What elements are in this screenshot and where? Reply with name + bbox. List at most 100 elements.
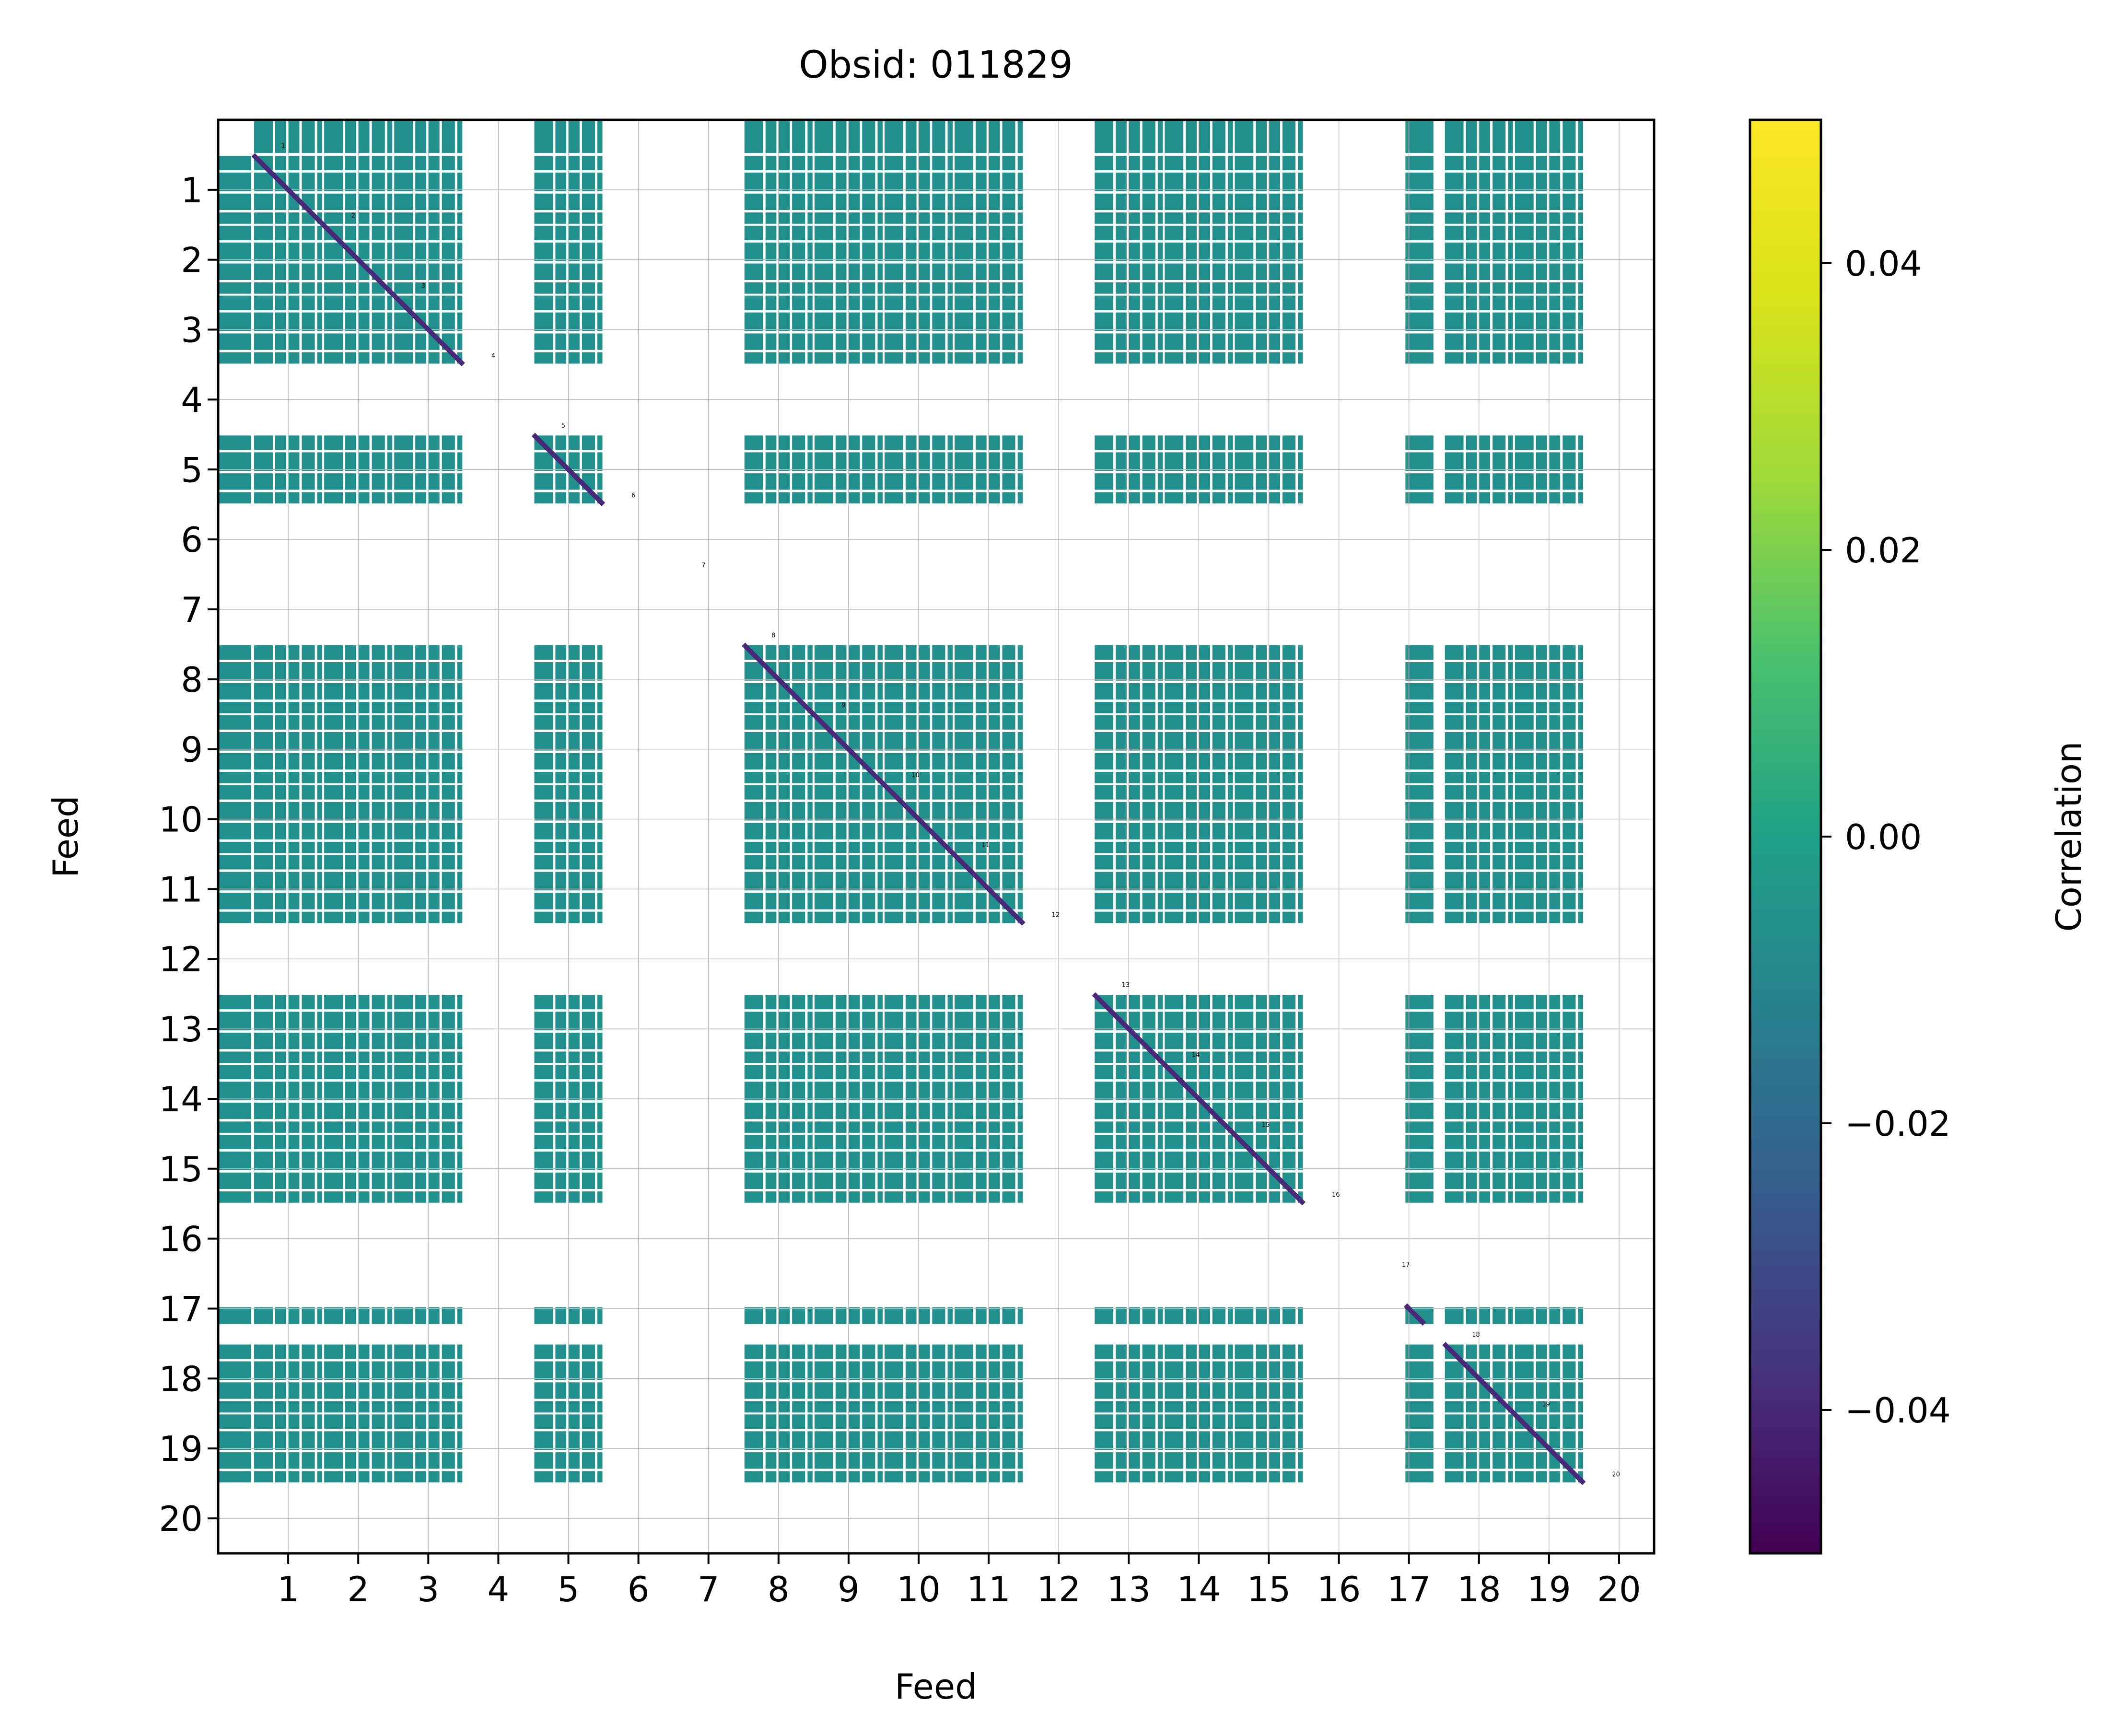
masked-channel-stripe [218, 1049, 1654, 1052]
masked-channel-stripe [218, 1149, 1654, 1152]
masked-channel-stripe [805, 120, 808, 1553]
feed-number-label: 1 [281, 142, 285, 150]
masked-channel-stripe [218, 750, 1654, 753]
y-tick-label: 17 [159, 1289, 203, 1329]
diagonal-segment [321, 223, 395, 297]
y-tick-label: 4 [181, 380, 203, 420]
masked-channel-stripe [315, 120, 317, 1553]
x-tick-label: 20 [1597, 1569, 1641, 1609]
diagonal-segment [1162, 1062, 1236, 1136]
feed-number-label: 14 [1192, 1051, 1200, 1059]
masked-channel-stripe [553, 120, 556, 1553]
masked-channel-stripe [218, 1009, 1654, 1012]
feed-number-label: 11 [981, 842, 990, 849]
masked-channel-stripe [986, 120, 989, 1553]
masked-channel-stripe [218, 909, 1654, 912]
masked-channel-stripe [1015, 120, 1018, 1553]
masked-channel-stripe [846, 120, 849, 1553]
masked-channel-stripe [1113, 120, 1116, 1553]
masked-channel-stripe [1267, 120, 1270, 1553]
x-tick-label: 4 [487, 1569, 509, 1609]
x-tick-label: 18 [1457, 1569, 1501, 1609]
masked-channel-stripe [218, 280, 1654, 283]
feed-number-label: 7 [701, 562, 705, 569]
masked-channel-stripe [218, 1380, 1654, 1383]
x-tick-label: 8 [768, 1569, 790, 1609]
y-tick-label: 12 [159, 939, 203, 979]
x-tick-label: 14 [1177, 1569, 1221, 1609]
masked-channel-stripe [299, 120, 302, 1553]
x-tick-label: 17 [1387, 1569, 1431, 1609]
diagonal-segment [251, 153, 325, 227]
y-tick-label: 10 [159, 800, 203, 840]
diagonal-segment [952, 852, 1026, 926]
masked-channel-stripe [930, 120, 933, 1553]
diagonal-segment [1512, 1411, 1586, 1485]
masked-channel-stripe [455, 120, 457, 1553]
masked-channel-stripe [218, 769, 1654, 772]
y-tick-label: 11 [159, 869, 203, 909]
masked-channel-stripe [218, 1119, 1654, 1122]
masked-channel-stripe [218, 1450, 1654, 1453]
masked-channel-stripe [369, 120, 372, 1553]
masked-channel-stripe [1295, 120, 1298, 1553]
masked-channel-stripe [833, 120, 836, 1553]
masked-channel-stripe [218, 699, 1654, 702]
masked-channel-stripe [218, 1079, 1654, 1082]
x-tick-label: 12 [1037, 1569, 1081, 1609]
masked-channel-stripe [218, 1398, 1654, 1401]
heatmap-cell [1405, 121, 1434, 153]
masked-channel-stripe [218, 1189, 1654, 1192]
x-tick-label: 16 [1317, 1569, 1361, 1609]
feed-number-label: 3 [421, 282, 425, 290]
masked-channel-stripe [218, 1359, 1654, 1362]
feed-number-label: 12 [1052, 912, 1060, 919]
feed-number-label: 8 [771, 632, 775, 639]
feed-number-label: 4 [491, 352, 495, 360]
masked-channel-stripe [1155, 120, 1158, 1553]
y-tick-label: 3 [181, 310, 203, 350]
masked-channel-stripe [218, 170, 1654, 173]
masked-channel-stripe [218, 489, 1654, 492]
masked-channel-stripe [595, 120, 598, 1553]
heatmap-cell [219, 1307, 252, 1324]
masked-channel-stripe [1210, 120, 1213, 1553]
masked-channel-stripe [218, 799, 1654, 802]
masked-channel-stripe [426, 120, 429, 1553]
feed-number-label: 10 [911, 772, 920, 779]
y-tick-label: 20 [159, 1499, 203, 1539]
masked-channel-stripe [1490, 120, 1493, 1553]
y-axis-label: Feed [46, 795, 86, 878]
y-tick-label: 5 [181, 450, 203, 490]
colorbar-ticks: −0.04 −0.02 0.00 0.02 0.04 [1821, 244, 1951, 1431]
masked-channel-stripe [860, 120, 863, 1553]
x-tick-label: 3 [417, 1569, 439, 1609]
masked-channel-stripe [272, 120, 275, 1553]
masked-channel-stripe [343, 120, 346, 1553]
x-axis-ticks: 1 2 3 4 5 6 7 8 9 10 11 12 13 14 15 16 17 18 19 20 [277, 1553, 1641, 1609]
masked-channel-stripe [1560, 120, 1563, 1553]
colorbar-tick-label: 0.00 [1845, 817, 1922, 857]
y-tick-label: 7 [181, 590, 203, 630]
feed-number-label: 13 [1122, 982, 1130, 989]
feed-number-label: 5 [561, 422, 565, 430]
diagonal-segment [742, 642, 816, 716]
feed-number-label: 15 [1262, 1121, 1270, 1129]
masked-channel-stripe [1126, 120, 1129, 1553]
masked-channel-stripe [218, 1170, 1654, 1173]
chart-title: Obsid: 011829 [799, 44, 1073, 87]
masked-channel-stripe [916, 120, 919, 1553]
masked-channel-stripe [1183, 120, 1186, 1553]
masked-channel-stripe [218, 240, 1654, 243]
masked-channel-stripe [1280, 120, 1283, 1553]
masked-channel-stripe [1575, 120, 1578, 1553]
masked-channel-stripe [218, 261, 1654, 264]
feed-number-label: 16 [1332, 1191, 1340, 1199]
masked-channel-stripe [218, 890, 1654, 893]
feed-number-label: 19 [1542, 1401, 1550, 1409]
heatmap-diagonal [251, 153, 1586, 1485]
feed-number-label: 20 [1612, 1471, 1620, 1479]
